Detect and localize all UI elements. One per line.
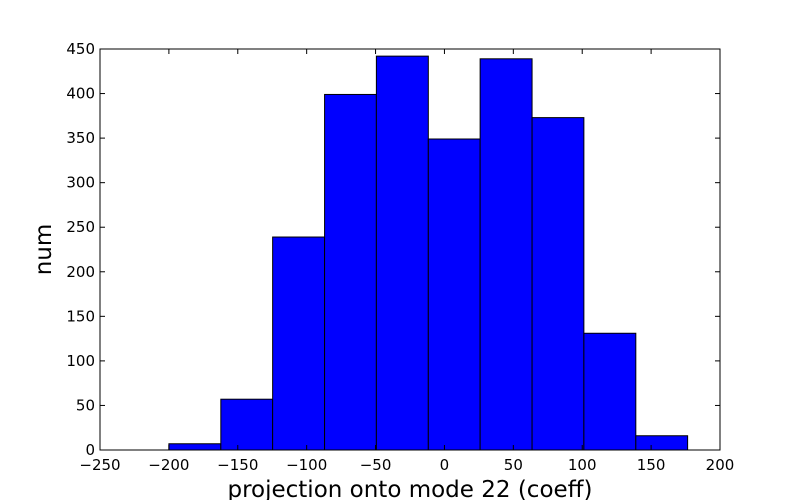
y-tick-label: 100 bbox=[66, 352, 95, 370]
y-tick-label: 250 bbox=[66, 218, 95, 236]
y-tick-label: 50 bbox=[76, 396, 95, 414]
y-tick-label: 450 bbox=[66, 40, 95, 58]
x-axis-title: projection onto mode 22 (coeff) bbox=[227, 477, 592, 500]
histogram-bar-5 bbox=[427, 138, 481, 451]
y-tick-label: 150 bbox=[66, 307, 95, 325]
x-tick-label: −150 bbox=[217, 456, 258, 474]
histogram-bar-9 bbox=[635, 435, 689, 451]
histogram-bar-0 bbox=[168, 443, 222, 451]
x-tick-label: −100 bbox=[286, 456, 327, 474]
x-tick-label: −200 bbox=[148, 456, 189, 474]
x-tick-label: 200 bbox=[706, 456, 735, 474]
x-tick-label: 50 bbox=[504, 456, 523, 474]
histogram-bar-4 bbox=[375, 55, 429, 451]
x-tick-label: 0 bbox=[440, 456, 450, 474]
histogram-bar-3 bbox=[324, 93, 377, 451]
tick-labels-group: −250 −200 −150 −100 −50 0 50 100 150 200 0 50 100 150… bbox=[66, 40, 734, 474]
y-tick-label: 200 bbox=[66, 263, 95, 281]
y-tick-label: 350 bbox=[66, 129, 95, 147]
x-tick-label: −250 bbox=[79, 456, 120, 474]
histogram-bar-1 bbox=[220, 398, 274, 451]
y-tick-label: 0 bbox=[85, 441, 95, 459]
histogram-bar-6 bbox=[479, 58, 533, 451]
histogram-bar-8 bbox=[583, 332, 637, 451]
plot-frame bbox=[99, 48, 721, 451]
histogram-bar-7 bbox=[531, 117, 585, 451]
bars-group bbox=[168, 55, 689, 451]
x-tick-label: 100 bbox=[568, 456, 597, 474]
x-tick-label: −50 bbox=[360, 456, 392, 474]
y-axis-title: num bbox=[31, 224, 57, 276]
y-tick-label: 300 bbox=[66, 174, 95, 192]
y-tick-label: 400 bbox=[66, 85, 95, 103]
x-tick-label: 150 bbox=[637, 456, 666, 474]
histogram-bar-2 bbox=[272, 236, 326, 451]
